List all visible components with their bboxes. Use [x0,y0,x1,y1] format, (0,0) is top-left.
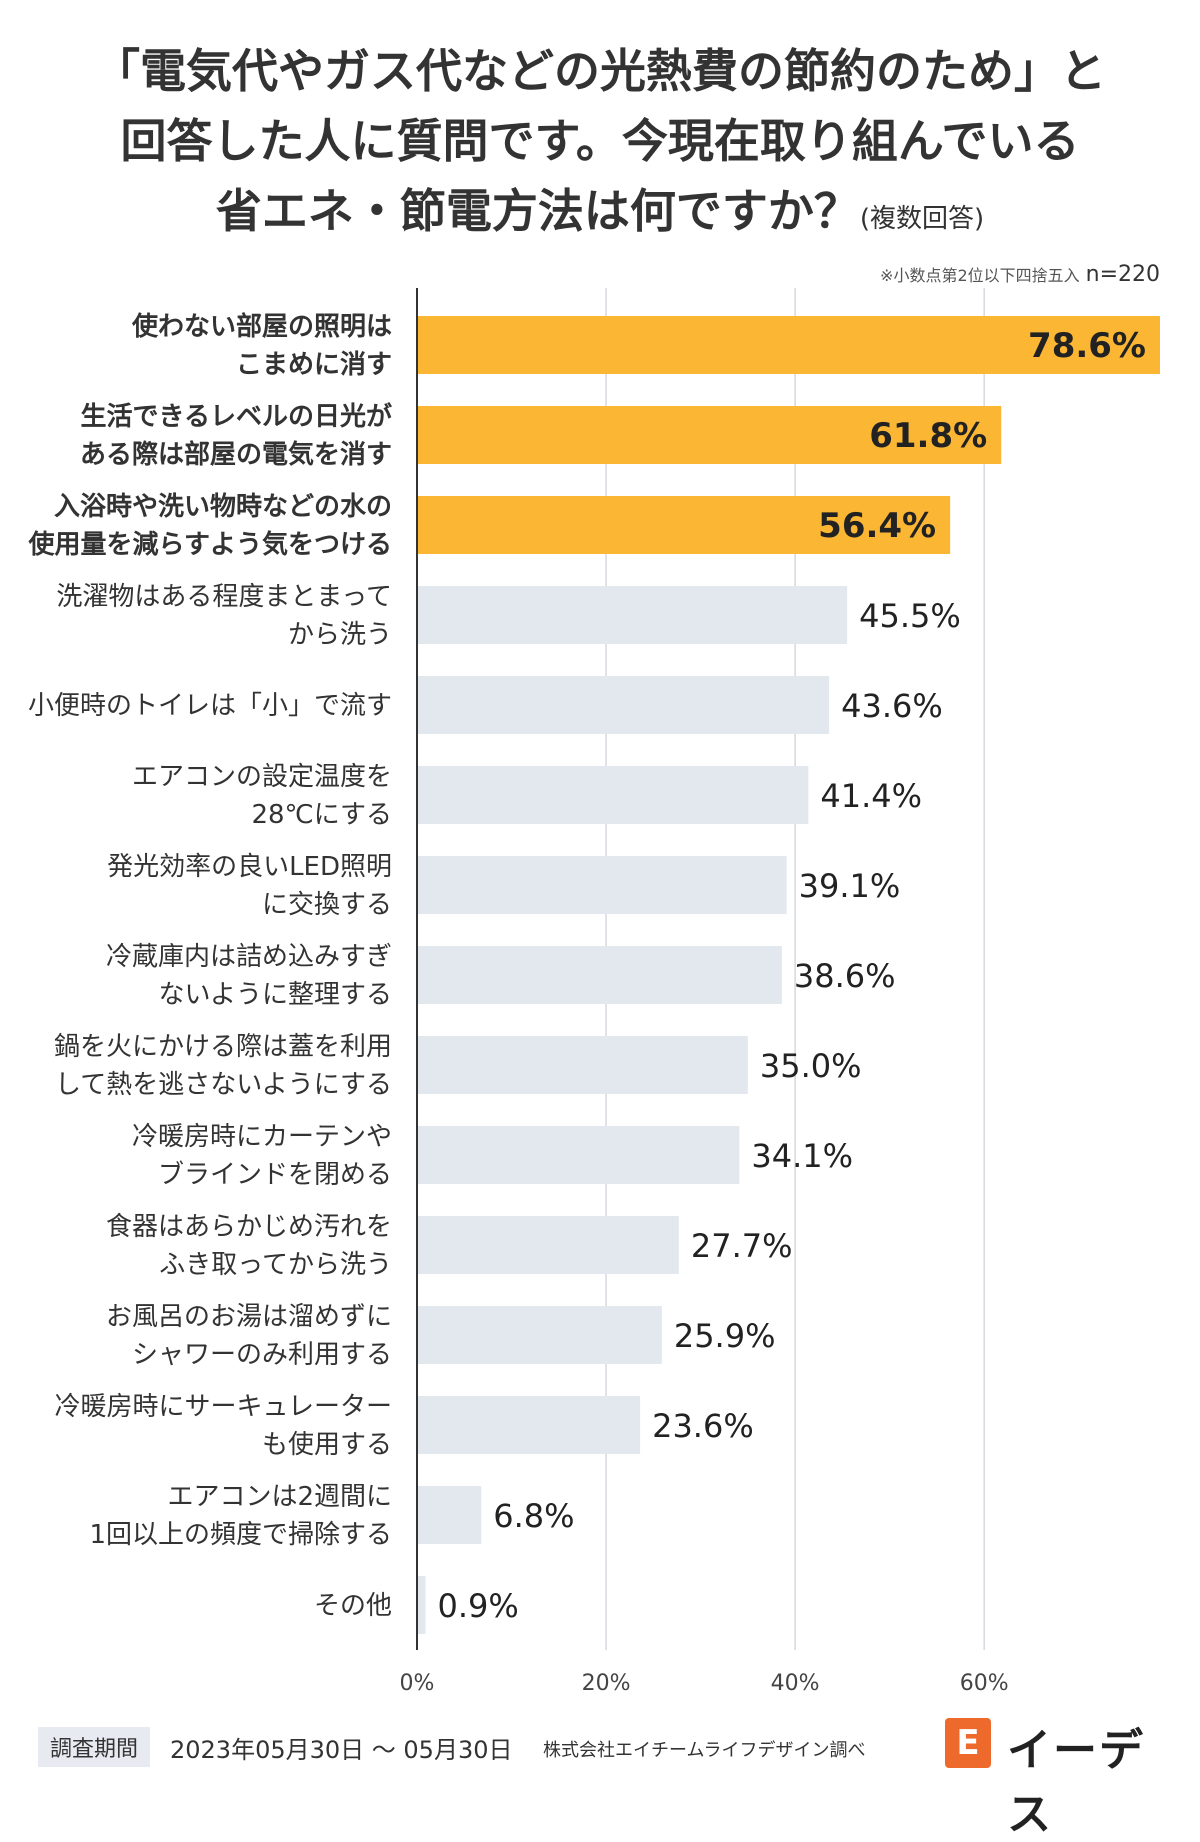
survey-period: 2023年05月30日 〜 05月30日 [170,1736,513,1764]
chart-note: ※小数点第2位以下四捨五入 n=220 [880,262,1160,287]
bar-12 [417,1306,662,1364]
title-line-2: 回答した人に質問です。今現在取り組んでいる [120,114,1080,168]
category-label-9: 鍋を火にかける際は蓋を利用して熱を逃さないようにする [54,1032,392,1100]
bar-8 [417,946,782,1004]
bar-9 [417,1036,748,1094]
sample-size: n=220 [1085,262,1160,287]
title-suffix: (複数回答) [859,204,985,234]
value-label-6: 41.4% [820,777,922,815]
brand-logo: E イーデス [945,1712,1170,1840]
x-tick-label-60: 60% [960,1671,1009,1695]
value-label-14: 6.8% [493,1497,574,1535]
bar-14 [417,1486,482,1544]
bar-10 [417,1126,740,1184]
category-label-7: 発光効率の良いLED照明に交換する [107,852,392,920]
category-label-8: 冷蔵庫内は詰め込みすぎないように整理する [106,942,392,1010]
category-label-14: エアコンは2週間に 1回以上の頻度で掃除する [89,1482,392,1550]
value-label-4: 45.5% [859,597,961,635]
bar-13 [417,1396,641,1454]
x-tick-label-0: 0% [400,1671,435,1695]
value-label-15: 0.9% [438,1587,519,1625]
title-line-3: 省エネ・節電方法は何ですか？(複数回答) [0,176,1200,254]
title-line-3-text: 省エネ・節電方法は何ですか？ [215,184,860,238]
bar-chart: 使わない部屋の照明はこまめに消す 78.6% 生活できるレベルの日光がある際は部屋の… [28,288,1160,1695]
bar-15 [417,1576,426,1634]
bar-2 [417,406,1002,464]
category-label-13: 冷暖房時にサーキュレーターも使用する [55,1392,392,1460]
bar-5 [417,676,830,734]
category-label-10: 冷暖房時にカーテンやブラインドを閉める [132,1122,392,1190]
bar-11 [417,1216,679,1274]
value-label-10: 34.1% [751,1137,853,1175]
bar-7 [417,856,787,914]
category-label-11: 食器はあらかじめ汚れをふき取ってから洗う [106,1212,392,1280]
category-label-15: その他 [314,1591,392,1621]
category-label-2: 生活できるレベルの日光がある際は部屋の電気を消す [80,401,392,470]
bar-6 [417,766,809,824]
category-label-3: 入浴時や洗い物時などの水の使用量を減らすよう気をつける [28,492,392,560]
rounding-note: ※小数点第2位以下四捨五入 [880,266,1080,285]
value-label-3: 56.4% [818,506,936,546]
survey-company: 株式会社エイチームライフデザイン調べ [543,1740,866,1761]
value-label-8: 38.6% [794,957,896,995]
value-label-2: 61.8% [869,416,987,456]
category-label-5: 小便時のトイレは「小」で流す [28,691,392,721]
value-label-12: 25.9% [674,1317,776,1355]
value-label-7: 39.1% [799,867,901,905]
category-label-6: エアコンの設定温度を 28℃にする [132,762,392,830]
logo-text: イーデス [1007,1725,1145,1840]
value-label-11: 27.7% [691,1227,793,1265]
bar-1 [417,316,1160,374]
category-label-12: お風呂のお湯は溜めずにシャワーのみ利用する [106,1302,392,1370]
chart-title: 「電気代やガス代などの光熱費の節約のため」と 回答した人に質問です。今現在取り組… [0,36,1200,254]
bar-4 [417,586,848,644]
bar-3 [417,496,951,554]
value-label-13: 23.6% [652,1407,754,1445]
value-label-1: 78.6% [1028,326,1146,366]
category-label-1: 使わない部屋の照明はこまめに消す [131,312,392,380]
title-line-1: 「電気代やガス代などの光熱費の節約のため」と [94,44,1106,98]
category-label-4: 洗濯物はある程度まとまってから洗う [56,582,392,650]
logo-mark-icon: E [945,1718,991,1768]
value-label-9: 35.0% [760,1047,862,1085]
x-tick-label-20: 20% [582,1671,631,1695]
survey-period-label: 調査期間 [38,1727,151,1767]
x-tick-label-40: 40% [771,1671,820,1695]
value-label-5: 43.6% [841,687,943,725]
